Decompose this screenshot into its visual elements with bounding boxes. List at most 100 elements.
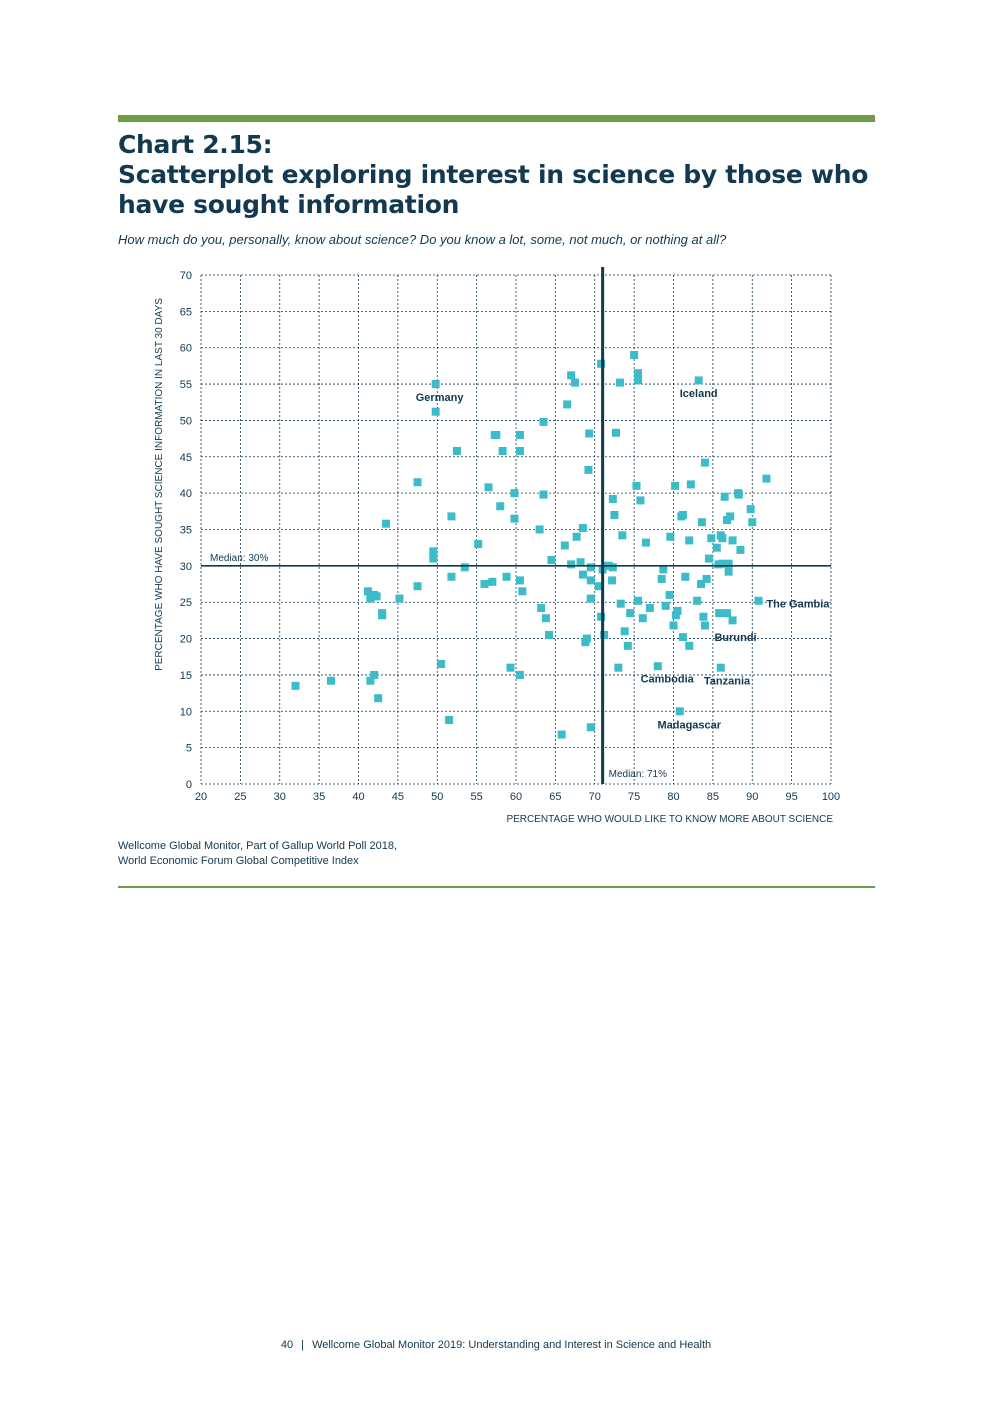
data-point xyxy=(630,350,639,359)
data-point xyxy=(678,633,687,642)
data-point xyxy=(571,378,580,387)
data-point xyxy=(636,496,645,505)
data-point xyxy=(539,417,548,426)
y-tick-label: 0 xyxy=(186,779,192,791)
page-number: 40 xyxy=(280,1339,294,1351)
data-point xyxy=(502,572,511,581)
data-point xyxy=(726,512,735,521)
chart-title-line2: Scatterplot exploring interest in scienc… xyxy=(118,160,869,189)
x-tick-label: 50 xyxy=(431,791,443,803)
data-point xyxy=(496,502,505,511)
data-point xyxy=(585,429,594,438)
y-tick-label: 5 xyxy=(186,743,192,755)
data-point xyxy=(673,606,682,615)
data-point xyxy=(634,369,643,378)
data-point xyxy=(623,641,632,650)
data-point xyxy=(620,627,629,636)
bottom-rule xyxy=(118,886,875,888)
y-tick-label: 40 xyxy=(180,488,192,500)
data-point xyxy=(701,458,709,467)
data-point xyxy=(413,582,422,591)
data-point xyxy=(723,609,732,618)
data-point xyxy=(326,676,335,685)
data-point xyxy=(608,576,617,585)
data-point xyxy=(638,614,647,623)
data-point xyxy=(699,612,708,621)
data-point xyxy=(515,670,524,679)
median-x-label: Median: 71% xyxy=(609,769,667,780)
footer-separator: | xyxy=(301,1339,304,1351)
data-point xyxy=(685,536,694,545)
data-point xyxy=(618,531,627,540)
x-tick-label: 90 xyxy=(746,791,758,803)
data-point xyxy=(597,359,606,368)
data-point xyxy=(704,554,713,563)
data-point xyxy=(669,621,678,630)
data-point xyxy=(488,577,497,586)
data-point xyxy=(748,518,757,527)
data-point xyxy=(597,612,606,621)
data-point xyxy=(608,563,617,572)
x-tick-label: 70 xyxy=(589,791,601,803)
data-point xyxy=(537,604,546,613)
y-axis-label: PERCENTAGE WHO HAVE SOUGHT SCIENCE INFOR… xyxy=(154,298,165,671)
data-point xyxy=(685,641,694,650)
data-point xyxy=(563,400,572,409)
data-point xyxy=(728,536,737,545)
data-point xyxy=(653,662,662,671)
data-point xyxy=(634,596,643,605)
data-point xyxy=(693,596,702,605)
data-point xyxy=(366,676,375,685)
data-point xyxy=(518,587,527,596)
data-point xyxy=(506,663,515,672)
data-point xyxy=(675,707,684,716)
data-point xyxy=(492,430,501,439)
y-tick-label: 35 xyxy=(180,525,192,537)
data-point xyxy=(608,494,617,503)
data-point xyxy=(572,532,581,541)
data-point xyxy=(659,565,668,574)
median-y-label: Median: 30% xyxy=(210,553,268,564)
data-point xyxy=(510,489,519,498)
data-point xyxy=(657,574,666,583)
x-tick-label: 100 xyxy=(822,791,840,803)
data-point xyxy=(584,465,593,474)
data-point xyxy=(707,534,716,543)
y-tick-label: 60 xyxy=(180,343,192,355)
data-point xyxy=(715,609,724,618)
chart-title: Chart 2.15: Scatterplot exploring intere… xyxy=(118,130,875,220)
chart-title-line1: Chart 2.15: xyxy=(118,130,273,159)
data-point xyxy=(547,556,556,565)
x-tick-label: 75 xyxy=(628,791,640,803)
data-point xyxy=(665,590,674,599)
data-point xyxy=(701,621,709,630)
data-point xyxy=(539,490,548,499)
data-point xyxy=(447,572,456,581)
data-point xyxy=(610,510,619,519)
top-rule xyxy=(118,115,875,122)
data-point xyxy=(615,378,624,387)
data-point xyxy=(586,594,595,603)
data-point xyxy=(718,534,727,543)
y-tick-label: 65 xyxy=(180,306,192,318)
x-tick-label: 20 xyxy=(195,791,207,803)
data-point xyxy=(484,483,493,492)
data-point xyxy=(372,592,381,601)
data-point xyxy=(429,547,438,556)
y-tick-label: 20 xyxy=(180,634,192,646)
data-point xyxy=(641,538,650,547)
data-point xyxy=(576,558,585,567)
data-point xyxy=(645,604,654,613)
x-tick-label: 45 xyxy=(392,791,404,803)
data-point xyxy=(510,514,519,523)
data-point xyxy=(452,446,461,455)
x-tick-label: 35 xyxy=(313,791,325,803)
chart-subtitle: How much do you, personally, know about … xyxy=(118,232,727,247)
data-point xyxy=(712,543,721,552)
data-point xyxy=(535,525,544,534)
data-point xyxy=(429,554,438,563)
data-point xyxy=(515,446,524,455)
country-label: Germany xyxy=(416,392,465,404)
data-point xyxy=(578,570,587,579)
data-point xyxy=(671,481,680,490)
